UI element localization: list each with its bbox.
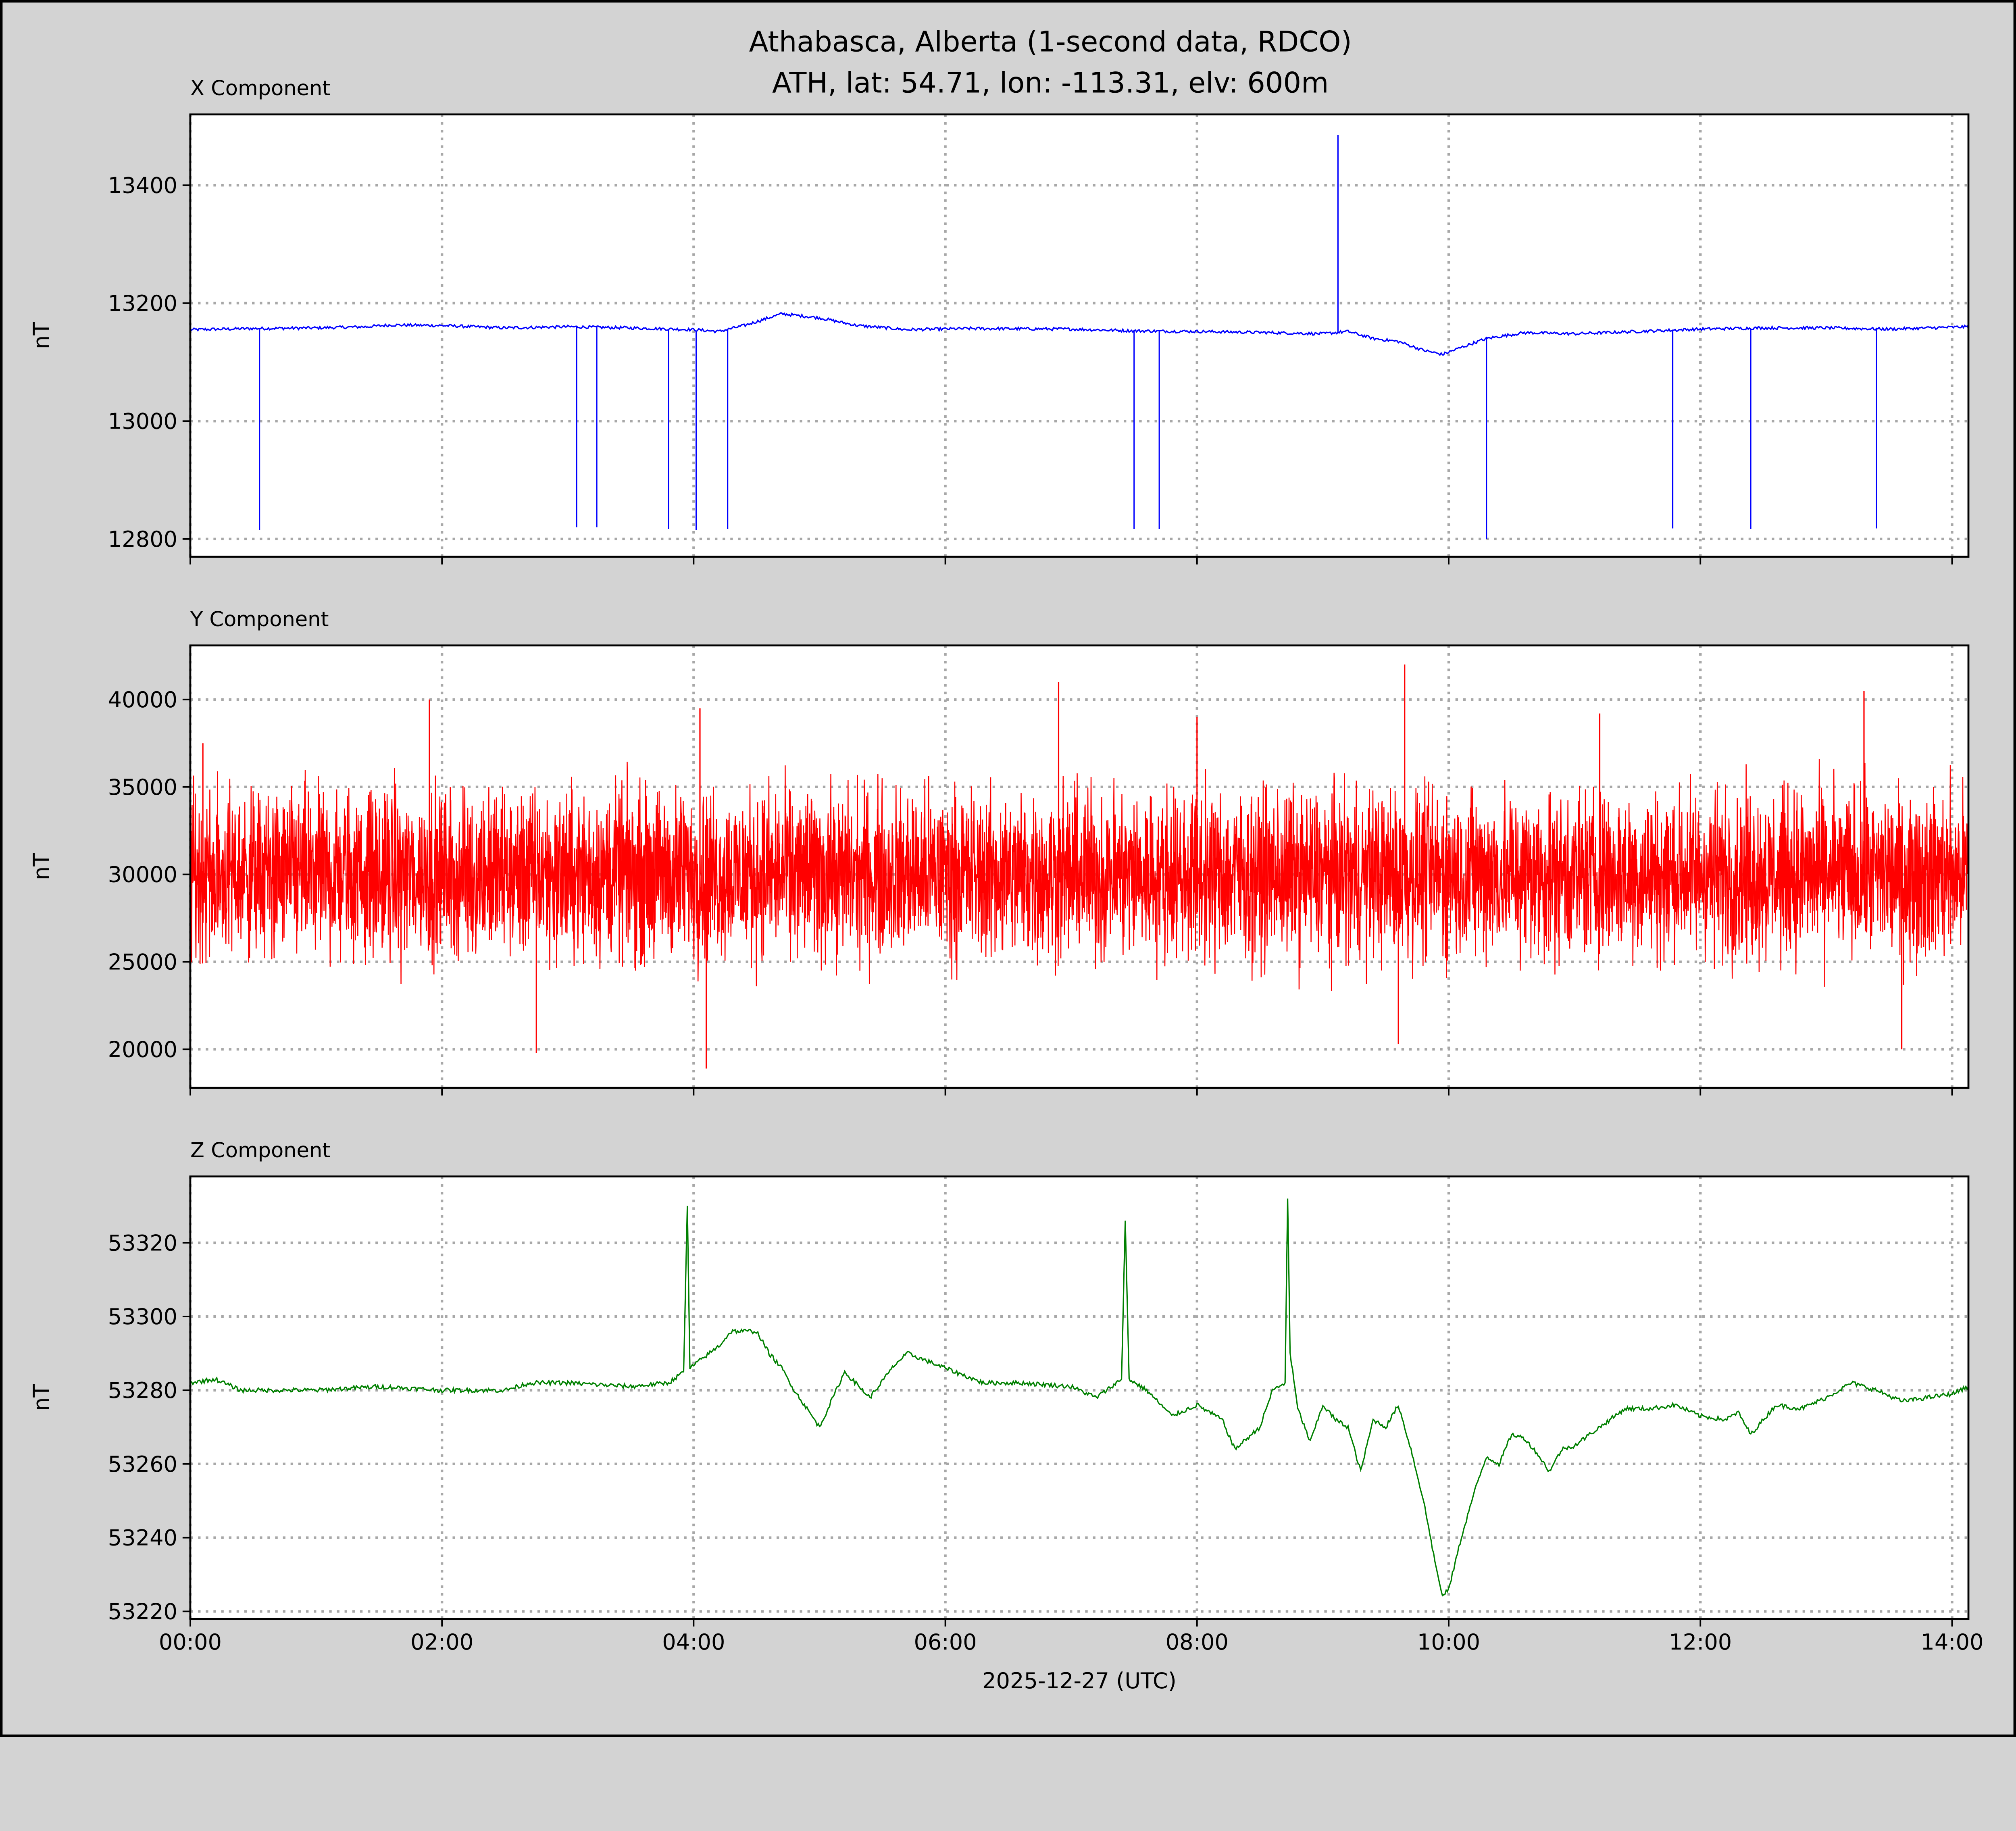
y-tick-label: 30000 — [108, 862, 177, 887]
y-tick-label: 53320 — [108, 1230, 177, 1256]
y-tick-label: 40000 — [108, 687, 177, 712]
y-tick-label: 53260 — [108, 1452, 177, 1477]
plot-area — [190, 1176, 1969, 1619]
series-line — [190, 759, 1969, 991]
panel-y-component: Y Component 20000 25000 30000 35000 40000 nT — [29, 608, 1970, 1096]
y-tick-label: 13200 — [108, 291, 177, 316]
figure: Athabasca, Alberta (1-second data, RDCO)… — [0, 0, 2016, 1737]
x-tick-label: 14:00 — [1920, 1629, 1983, 1655]
x-tick-label: 00:00 — [159, 1629, 222, 1655]
y-tick-label: 20000 — [108, 1037, 177, 1062]
y-axis-label: nT — [29, 322, 54, 349]
x-tick-label: 12:00 — [1669, 1629, 1732, 1655]
panel-x-component: X Component 12800 13000 13200 13400 nT — [29, 77, 1970, 565]
axes-frame — [189, 644, 1970, 1089]
y-tick-label: 13000 — [108, 408, 177, 434]
y-tick-label: 53220 — [108, 1599, 177, 1625]
y-tick-label: 53300 — [108, 1304, 177, 1329]
x-tick-label: 08:00 — [1166, 1629, 1229, 1655]
x-tick-label: 10:00 — [1417, 1629, 1480, 1655]
y-tick-label: 53240 — [108, 1525, 177, 1551]
y-tick-label: 53280 — [108, 1378, 177, 1403]
figure-title-line2: ATH, lat: 54.71, lon: -113.31, elv: 600m — [772, 67, 1329, 100]
y-axis-label: nT — [29, 1384, 54, 1411]
figure-title-line1: Athabasca, Alberta (1-second data, RDCO) — [749, 25, 1352, 58]
x-tick-label: 02:00 — [410, 1629, 473, 1655]
x-tick-label: 04:00 — [662, 1629, 725, 1655]
panel-z-component: Z Component 00:00 02:00 04:00 06:00 08:00 10:0… — [29, 1139, 1983, 1694]
plot-area — [190, 114, 1969, 557]
panel-title: X Component — [190, 77, 330, 100]
panel-title: Z Component — [190, 1139, 330, 1162]
series-line — [190, 1198, 1969, 1597]
axes-frame — [189, 1175, 1970, 1620]
x-axis-label: 2025-12-27 (UTC) — [982, 1668, 1177, 1694]
axes-frame — [189, 113, 1970, 558]
x-tick-label: 06:00 — [914, 1629, 977, 1655]
y-tick-label: 35000 — [108, 775, 177, 800]
y-tick-label: 25000 — [108, 950, 177, 975]
y-axis-label: nT — [29, 853, 54, 880]
y-tick-label: 13400 — [108, 173, 177, 198]
y-tick-label: 12800 — [108, 527, 177, 552]
panel-title: Y Component — [190, 608, 329, 631]
